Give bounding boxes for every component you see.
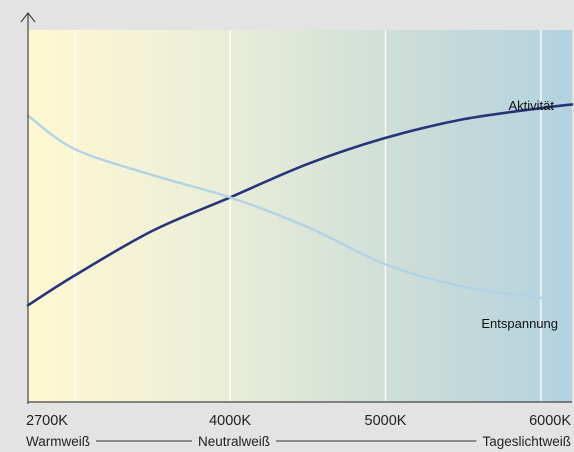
series-label-1: Aktivität: [508, 98, 554, 113]
band-label: Neutralweiß: [198, 434, 270, 449]
tick-labels: 2700K 4000K 5000K 6000K: [26, 413, 571, 429]
band-label: Warmweiß: [26, 434, 90, 449]
series-line-2: [26, 114, 543, 300]
x-tick-label: 2700K: [26, 413, 68, 429]
x-tick-label: 5000K: [365, 413, 407, 429]
series-layer: Aktivität Entspannung: [26, 98, 574, 331]
series-label-2: Entspannung: [481, 316, 558, 331]
gridlines: [73, 30, 542, 402]
y-axis-arrow-icon: [20, 12, 36, 23]
series-line-1: [26, 103, 574, 307]
band-labels: Warmweiß Neutralweiß Tageslichtweiß: [26, 434, 571, 449]
x-tick-label: 4000K: [209, 413, 251, 429]
band-label: Tageslichtweiß: [482, 434, 571, 449]
x-tick-label: 6000K: [529, 413, 571, 429]
plot-area: [28, 30, 572, 402]
